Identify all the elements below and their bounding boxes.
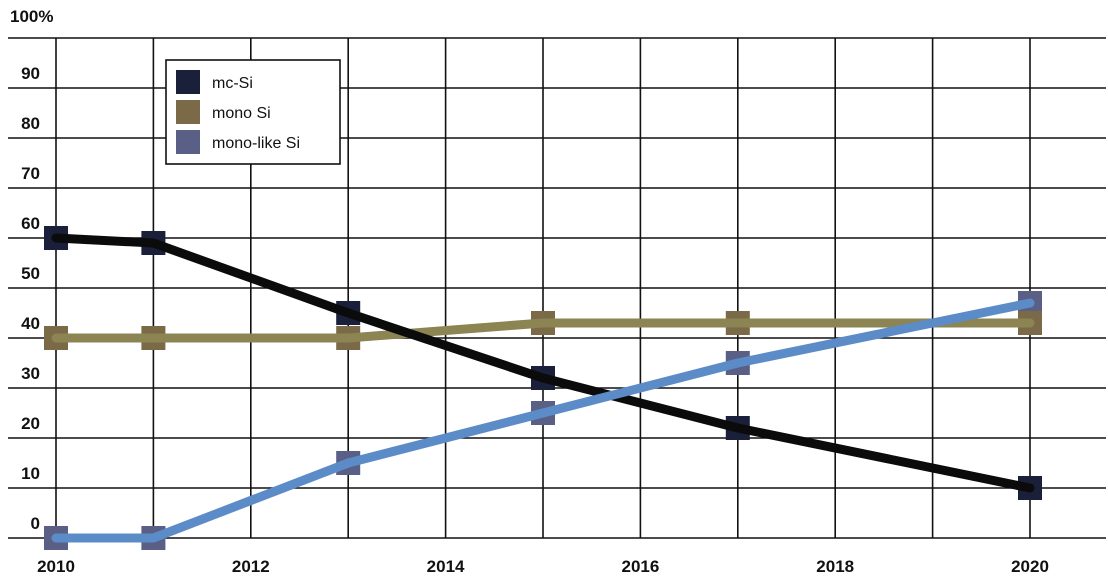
- y-tick-label: 90: [21, 64, 40, 83]
- y-tick-label: 70: [21, 164, 40, 183]
- y-tick-label: 50: [21, 264, 40, 283]
- x-axis-tick-labels: 2010 2012 2014 2016 2018 2020: [37, 557, 1049, 576]
- y-tick-label: 60: [21, 214, 40, 233]
- legend: mc-Si mono Si mono-like Si: [165, 59, 341, 165]
- legend-swatch: [176, 130, 200, 154]
- x-tick-label: 2010: [37, 557, 75, 576]
- y-tick-label: 30: [21, 364, 40, 383]
- y-tick-label: 10: [21, 464, 40, 483]
- legend-swatch: [176, 70, 200, 94]
- x-tick-label: 2020: [1011, 557, 1049, 576]
- y-tick-label: 0: [31, 514, 40, 533]
- series-line-mc-si: [51, 233, 1035, 493]
- y-axis-top-label: 100%: [10, 7, 53, 26]
- legend-label: mc-Si: [212, 75, 253, 92]
- x-tick-label: 2016: [621, 557, 659, 576]
- y-axis-tick-labels: 0 10 20 30 40 50 60 70 80 90: [21, 64, 40, 533]
- legend-swatch: [176, 100, 200, 124]
- x-tick-label: 2018: [816, 557, 854, 576]
- y-tick-label: 80: [21, 114, 40, 133]
- series-group: [44, 226, 1042, 550]
- series-line-mono-si: [51, 318, 1035, 343]
- y-tick-label: 40: [21, 314, 40, 333]
- x-tick-label: 2012: [232, 557, 270, 576]
- series-line-mono-like-si: [51, 298, 1035, 543]
- legend-label: mono Si: [212, 105, 271, 122]
- legend-label: mono-like Si: [212, 135, 300, 152]
- y-tick-label: 20: [21, 414, 40, 433]
- grid: [8, 37, 1106, 539]
- x-tick-label: 2014: [427, 557, 465, 576]
